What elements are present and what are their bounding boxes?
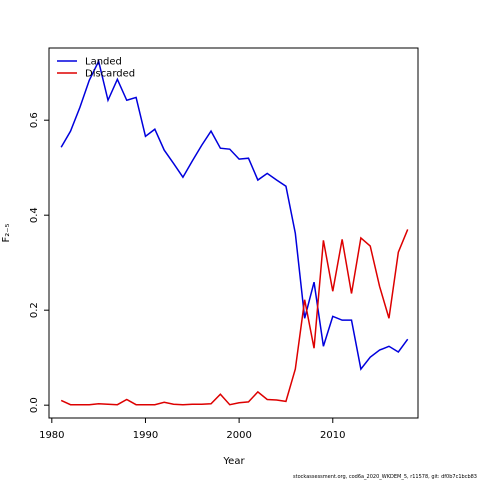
y-tick-label: 0.2 [29,302,40,318]
line-series [60,59,409,371]
x-tick-label: 2000 [226,430,251,441]
x-tick-label: 1980 [39,430,64,441]
legend-label: Landed [85,57,122,68]
line-series [60,229,409,406]
y-tick-label: 0.4 [29,207,40,223]
y-tick-label: 0.0 [29,397,40,413]
y-tick-label: 0.6 [29,112,40,128]
legend-label: Discarded [85,69,135,80]
plot-frame [48,47,419,419]
y-axis-label: F₂₋₅ [1,223,12,242]
x-tick-label: 1990 [133,430,158,441]
caption: stockassessment.org, cod6a_2020_WKDEM_5,… [293,474,477,480]
x-tick-label: 2010 [320,430,345,441]
x-axis-label: Year [222,456,245,467]
